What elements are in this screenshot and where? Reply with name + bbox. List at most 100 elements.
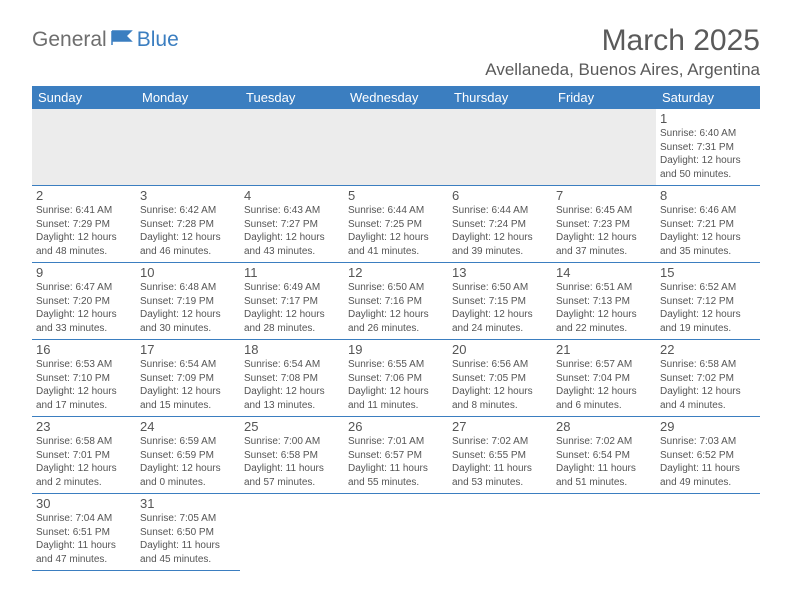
month-title: March 2025 (485, 24, 760, 58)
day-info: Sunrise: 6:42 AMSunset: 7:28 PMDaylight:… (140, 204, 236, 258)
calendar-day-cell (552, 494, 656, 571)
calendar-week-row: 23Sunrise: 6:58 AMSunset: 7:01 PMDayligh… (32, 417, 760, 494)
calendar-week-row: 9Sunrise: 6:47 AMSunset: 7:20 PMDaylight… (32, 263, 760, 340)
weekday-header: Tuesday (240, 86, 344, 109)
calendar-day-cell: 5Sunrise: 6:44 AMSunset: 7:25 PMDaylight… (344, 186, 448, 263)
day-info: Sunrise: 7:03 AMSunset: 6:52 PMDaylight:… (660, 435, 756, 489)
weekday-header: Thursday (448, 86, 552, 109)
day-number: 30 (36, 496, 132, 511)
logo: General Blue (32, 28, 179, 52)
day-info: Sunrise: 6:44 AMSunset: 7:24 PMDaylight:… (452, 204, 548, 258)
title-block: March 2025 Avellaneda, Buenos Aires, Arg… (485, 24, 760, 80)
calendar-day-cell (136, 109, 240, 186)
day-number: 18 (244, 342, 340, 357)
calendar-day-cell: 15Sunrise: 6:52 AMSunset: 7:12 PMDayligh… (656, 263, 760, 340)
day-number: 7 (556, 188, 652, 203)
day-number: 19 (348, 342, 444, 357)
day-info: Sunrise: 6:50 AMSunset: 7:16 PMDaylight:… (348, 281, 444, 335)
day-number: 12 (348, 265, 444, 280)
day-info: Sunrise: 6:52 AMSunset: 7:12 PMDaylight:… (660, 281, 756, 335)
day-info: Sunrise: 6:51 AMSunset: 7:13 PMDaylight:… (556, 281, 652, 335)
calendar-day-cell: 14Sunrise: 6:51 AMSunset: 7:13 PMDayligh… (552, 263, 656, 340)
calendar-day-cell: 21Sunrise: 6:57 AMSunset: 7:04 PMDayligh… (552, 340, 656, 417)
calendar-day-cell (344, 494, 448, 571)
calendar-day-cell: 7Sunrise: 6:45 AMSunset: 7:23 PMDaylight… (552, 186, 656, 263)
day-number: 21 (556, 342, 652, 357)
day-info: Sunrise: 6:43 AMSunset: 7:27 PMDaylight:… (244, 204, 340, 258)
calendar-day-cell (448, 494, 552, 571)
day-info: Sunrise: 6:54 AMSunset: 7:09 PMDaylight:… (140, 358, 236, 412)
day-info: Sunrise: 6:41 AMSunset: 7:29 PMDaylight:… (36, 204, 132, 258)
logo-text-blue: Blue (137, 28, 179, 52)
day-info: Sunrise: 6:47 AMSunset: 7:20 PMDaylight:… (36, 281, 132, 335)
calendar-day-cell: 27Sunrise: 7:02 AMSunset: 6:55 PMDayligh… (448, 417, 552, 494)
calendar-day-cell: 12Sunrise: 6:50 AMSunset: 7:16 PMDayligh… (344, 263, 448, 340)
flag-icon (111, 29, 135, 52)
day-info: Sunrise: 6:50 AMSunset: 7:15 PMDaylight:… (452, 281, 548, 335)
day-number: 5 (348, 188, 444, 203)
location: Avellaneda, Buenos Aires, Argentina (485, 60, 760, 80)
weekday-header: Wednesday (344, 86, 448, 109)
calendar-day-cell: 2Sunrise: 6:41 AMSunset: 7:29 PMDaylight… (32, 186, 136, 263)
calendar-day-cell: 29Sunrise: 7:03 AMSunset: 6:52 PMDayligh… (656, 417, 760, 494)
day-number: 17 (140, 342, 236, 357)
day-info: Sunrise: 6:44 AMSunset: 7:25 PMDaylight:… (348, 204, 444, 258)
day-number: 10 (140, 265, 236, 280)
day-info: Sunrise: 6:56 AMSunset: 7:05 PMDaylight:… (452, 358, 548, 412)
day-number: 8 (660, 188, 756, 203)
day-number: 24 (140, 419, 236, 434)
calendar-day-cell: 18Sunrise: 6:54 AMSunset: 7:08 PMDayligh… (240, 340, 344, 417)
day-number: 11 (244, 265, 340, 280)
day-number: 3 (140, 188, 236, 203)
calendar-week-row: 16Sunrise: 6:53 AMSunset: 7:10 PMDayligh… (32, 340, 760, 417)
day-info: Sunrise: 7:00 AMSunset: 6:58 PMDaylight:… (244, 435, 340, 489)
calendar-day-cell (448, 109, 552, 186)
calendar-day-cell: 13Sunrise: 6:50 AMSunset: 7:15 PMDayligh… (448, 263, 552, 340)
day-info: Sunrise: 7:02 AMSunset: 6:54 PMDaylight:… (556, 435, 652, 489)
weekday-header: Sunday (32, 86, 136, 109)
day-info: Sunrise: 6:59 AMSunset: 6:59 PMDaylight:… (140, 435, 236, 489)
calendar-header-row: SundayMondayTuesdayWednesdayThursdayFrid… (32, 86, 760, 109)
day-number: 28 (556, 419, 652, 434)
calendar-day-cell: 8Sunrise: 6:46 AMSunset: 7:21 PMDaylight… (656, 186, 760, 263)
day-info: Sunrise: 6:49 AMSunset: 7:17 PMDaylight:… (244, 281, 340, 335)
day-number: 14 (556, 265, 652, 280)
day-info: Sunrise: 7:01 AMSunset: 6:57 PMDaylight:… (348, 435, 444, 489)
calendar-day-cell: 9Sunrise: 6:47 AMSunset: 7:20 PMDaylight… (32, 263, 136, 340)
day-number: 9 (36, 265, 132, 280)
day-number: 22 (660, 342, 756, 357)
calendar-day-cell: 17Sunrise: 6:54 AMSunset: 7:09 PMDayligh… (136, 340, 240, 417)
calendar-day-cell: 3Sunrise: 6:42 AMSunset: 7:28 PMDaylight… (136, 186, 240, 263)
day-info: Sunrise: 6:55 AMSunset: 7:06 PMDaylight:… (348, 358, 444, 412)
day-number: 25 (244, 419, 340, 434)
day-number: 23 (36, 419, 132, 434)
day-info: Sunrise: 6:57 AMSunset: 7:04 PMDaylight:… (556, 358, 652, 412)
logo-text-general: General (32, 28, 107, 52)
calendar-day-cell: 31Sunrise: 7:05 AMSunset: 6:50 PMDayligh… (136, 494, 240, 571)
calendar-day-cell (656, 494, 760, 571)
calendar-day-cell: 11Sunrise: 6:49 AMSunset: 7:17 PMDayligh… (240, 263, 344, 340)
day-info: Sunrise: 6:58 AMSunset: 7:02 PMDaylight:… (660, 358, 756, 412)
day-number: 16 (36, 342, 132, 357)
calendar-page: General Blue March 2025 Avellaneda, Buen… (0, 0, 792, 571)
calendar-day-cell (344, 109, 448, 186)
calendar-day-cell: 26Sunrise: 7:01 AMSunset: 6:57 PMDayligh… (344, 417, 448, 494)
calendar-day-cell (552, 109, 656, 186)
calendar-body: 1Sunrise: 6:40 AMSunset: 7:31 PMDaylight… (32, 109, 760, 571)
day-info: Sunrise: 7:04 AMSunset: 6:51 PMDaylight:… (36, 512, 132, 566)
weekday-header: Friday (552, 86, 656, 109)
calendar-day-cell: 22Sunrise: 6:58 AMSunset: 7:02 PMDayligh… (656, 340, 760, 417)
calendar-table: SundayMondayTuesdayWednesdayThursdayFrid… (32, 86, 760, 571)
day-number: 31 (140, 496, 236, 511)
calendar-day-cell: 20Sunrise: 6:56 AMSunset: 7:05 PMDayligh… (448, 340, 552, 417)
weekday-header: Monday (136, 86, 240, 109)
calendar-day-cell (240, 109, 344, 186)
calendar-day-cell: 10Sunrise: 6:48 AMSunset: 7:19 PMDayligh… (136, 263, 240, 340)
day-number: 2 (36, 188, 132, 203)
day-number: 27 (452, 419, 548, 434)
day-number: 15 (660, 265, 756, 280)
day-info: Sunrise: 6:48 AMSunset: 7:19 PMDaylight:… (140, 281, 236, 335)
day-number: 26 (348, 419, 444, 434)
calendar-day-cell: 23Sunrise: 6:58 AMSunset: 7:01 PMDayligh… (32, 417, 136, 494)
day-info: Sunrise: 6:46 AMSunset: 7:21 PMDaylight:… (660, 204, 756, 258)
